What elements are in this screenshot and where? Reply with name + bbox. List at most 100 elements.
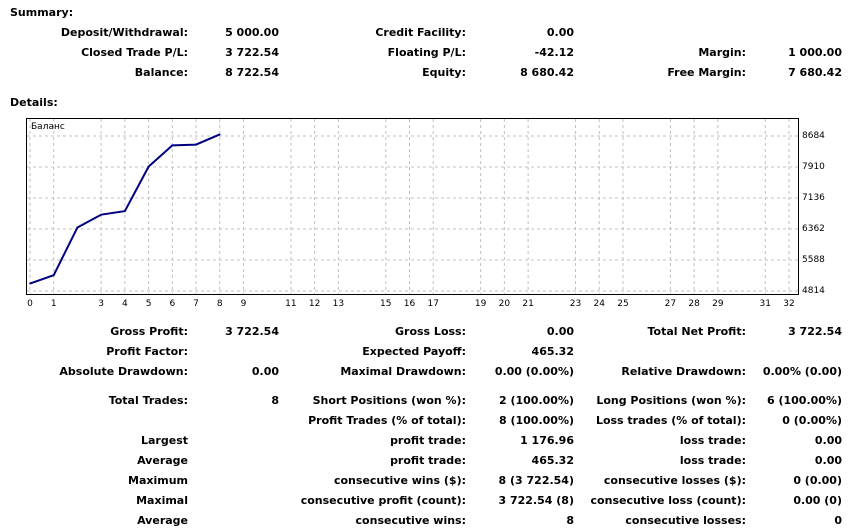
gross-profit-label: Gross Profit: — [110, 325, 188, 338]
x-tick-label: 31 — [759, 299, 772, 309]
balance-point — [124, 210, 126, 212]
balance-label: Balance: — [134, 66, 188, 79]
maximal-label: Maximal — [136, 494, 188, 507]
free-margin-value: 7 680.42 — [788, 66, 842, 79]
consecutive-wins-money-value: 8 (3 722.54) — [498, 474, 574, 487]
largest-label: Largest — [141, 434, 188, 447]
balance-point — [52, 274, 55, 276]
x-tick-label: 4 — [122, 299, 128, 309]
total-net-profit-label: Total Net Profit: — [647, 325, 747, 338]
x-tick-label: 8 — [216, 299, 223, 309]
expected-payoff-value: 465.32 — [531, 345, 574, 358]
closed-trade-pl-label: Closed Trade P/L: — [81, 46, 188, 59]
x-tick-label: 12 — [308, 299, 321, 309]
x-tick-label: 27 — [664, 299, 677, 309]
balance-point — [171, 144, 174, 147]
x-tick-label: 9 — [240, 299, 247, 309]
x-tick-label: 29 — [712, 299, 724, 309]
balance-point — [195, 143, 197, 146]
long-positions-label: Long Positions (won %): — [596, 394, 746, 407]
x-tick-label: 20 — [498, 299, 511, 309]
x-tick-label: 19 — [474, 299, 487, 309]
largest-loss-trade-value: 0.00 — [814, 434, 842, 447]
consecutive-losses-money-value: 0 (0.00) — [793, 474, 842, 487]
free-margin-label: Free Margin: — [667, 66, 746, 79]
largest-profit-trade-label: profit trade: — [390, 434, 466, 447]
equity-value: 8 680.42 — [520, 66, 574, 79]
relative-drawdown-value: 0.00% (0.00) — [762, 365, 842, 378]
average-label: Average — [137, 454, 188, 467]
expected-payoff-label: Expected Payoff: — [362, 345, 466, 358]
floating-pl-label: Floating P/L: — [387, 46, 466, 59]
gross-loss-value: 0.00 — [546, 325, 574, 338]
short-positions-label: Short Positions (won %): — [312, 394, 466, 407]
x-tick-label: 28 — [688, 299, 700, 309]
consecutive-profit-count-label: consecutive profit (count): — [300, 494, 466, 507]
profit-trades-label: Profit Trades (% of total): — [308, 414, 466, 427]
total-trades-label: Total Trades: — [108, 394, 188, 407]
gross-loss-label: Gross Loss: — [395, 325, 466, 338]
balance-point — [29, 282, 31, 285]
maximal-drawdown-label: Maximal Drawdown: — [340, 365, 466, 378]
consecutive-loss-count-value: 0.00 (0) — [793, 494, 842, 507]
x-tick-label: 21 — [522, 299, 534, 309]
x-tick-label: 25 — [617, 299, 629, 309]
long-positions-value: 6 (100.00%) — [766, 394, 842, 407]
y-tick-label: 8684 — [802, 131, 825, 141]
total-trades-value: 8 — [271, 394, 279, 407]
consecutive-losses-money-label: consecutive losses ($): — [603, 474, 746, 487]
y-tick-label: 5588 — [802, 255, 825, 265]
consecutive-profit-count-value: 3 722.54 (8) — [498, 494, 574, 507]
consecutive-wins-money-label: consecutive wins ($): — [333, 474, 466, 487]
average-loss-trade-label: loss trade: — [679, 454, 746, 467]
summary-title: Summary: — [10, 6, 74, 19]
floating-pl-value: -42.12 — [534, 46, 574, 59]
average-consecutive-label: Average — [137, 514, 188, 527]
y-tick-label: 7910 — [802, 162, 825, 172]
equity-label: Equity: — [422, 66, 466, 79]
balance-chart-plot — [27, 119, 798, 294]
x-tick-label: 0 — [27, 299, 33, 309]
average-consecutive-losses-label: consecutive losses: — [625, 514, 746, 527]
loss-trades-value: 0 (0.00%) — [782, 414, 842, 427]
loss-trades-label: Loss trades (% of total): — [595, 414, 746, 427]
maximal-drawdown-value: 0.00 (0.00%) — [494, 365, 574, 378]
average-consecutive-losses-value: 0 — [834, 514, 842, 527]
x-tick-label: 3 — [98, 299, 105, 309]
y-tick-label: 4814 — [802, 286, 825, 296]
short-positions-value: 2 (100.00%) — [498, 394, 574, 407]
details-title: Details: — [10, 96, 58, 109]
x-tick-label: 5 — [145, 299, 152, 309]
maximum-label: Maximum — [128, 474, 188, 487]
deposit-withdrawal-value: 5 000.00 — [225, 26, 279, 39]
credit-facility-label: Credit Facility: — [375, 26, 466, 39]
x-tick-label: 13 — [332, 299, 345, 309]
margin-label: Margin: — [698, 46, 746, 59]
x-tick-label: 16 — [403, 299, 416, 309]
gross-profit-value: 3 722.54 — [225, 325, 279, 338]
x-tick-label: 32 — [783, 299, 795, 309]
credit-facility-value: 0.00 — [546, 26, 574, 39]
average-consecutive-wins-label: consecutive wins: — [355, 514, 466, 527]
balance-point — [218, 133, 221, 136]
margin-value: 1 000.00 — [788, 46, 842, 59]
balance-point — [76, 226, 79, 229]
absolute-drawdown-value: 0.00 — [251, 365, 279, 378]
total-net-profit-value: 3 722.54 — [788, 325, 842, 338]
x-tick-label: 23 — [569, 299, 582, 309]
balance-value: 8 722.54 — [225, 66, 279, 79]
profit-trades-value: 8 (100.00%) — [498, 414, 574, 427]
profit-factor-label: Profit Factor: — [106, 345, 188, 358]
largest-loss-trade-label: loss trade: — [679, 434, 746, 447]
closed-trade-pl-value: 3 722.54 — [225, 46, 279, 59]
balance-point — [100, 213, 102, 216]
average-consecutive-wins-value: 8 — [566, 514, 574, 527]
average-profit-trade-label: profit trade: — [390, 454, 466, 467]
x-tick-label: 11 — [285, 299, 297, 309]
consecutive-loss-count-label: consecutive loss (count): — [590, 494, 746, 507]
balance-point — [147, 165, 150, 168]
chart-legend: Баланс — [31, 122, 65, 132]
y-tick-label: 7136 — [802, 193, 825, 203]
x-tick-label: 15 — [380, 299, 392, 309]
x-tick-label: 7 — [193, 299, 199, 309]
